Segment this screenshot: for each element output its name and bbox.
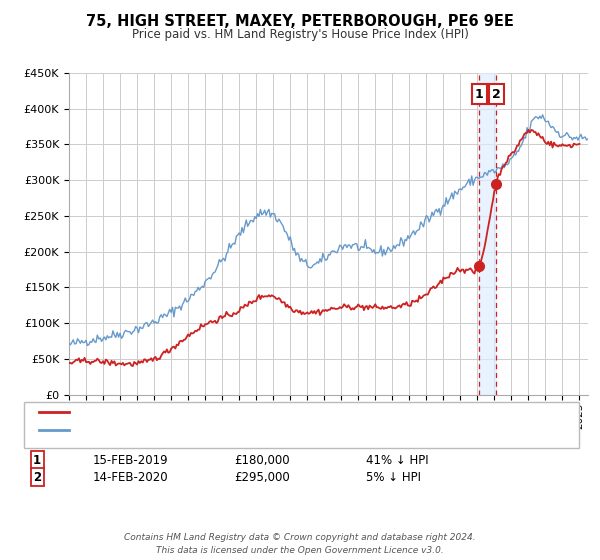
Text: 2: 2 bbox=[492, 88, 501, 101]
Text: 75, HIGH STREET, MAXEY, PETERBOROUGH, PE6 9EE: 75, HIGH STREET, MAXEY, PETERBOROUGH, PE… bbox=[86, 14, 514, 29]
Text: 1: 1 bbox=[33, 454, 41, 467]
Text: HPI: Average price, detached house, City of Peterborough: HPI: Average price, detached house, City… bbox=[73, 425, 374, 435]
Text: 2: 2 bbox=[33, 470, 41, 484]
Text: 1: 1 bbox=[475, 88, 484, 101]
Text: 75, HIGH STREET, MAXEY, PETERBOROUGH, PE6 9EE (detached house): 75, HIGH STREET, MAXEY, PETERBOROUGH, PE… bbox=[73, 407, 442, 417]
Text: Price paid vs. HM Land Registry's House Price Index (HPI): Price paid vs. HM Land Registry's House … bbox=[131, 28, 469, 41]
Text: 14-FEB-2020: 14-FEB-2020 bbox=[93, 470, 169, 484]
Text: £180,000: £180,000 bbox=[234, 454, 290, 467]
Text: £295,000: £295,000 bbox=[234, 470, 290, 484]
Text: 5% ↓ HPI: 5% ↓ HPI bbox=[366, 470, 421, 484]
Text: 41% ↓ HPI: 41% ↓ HPI bbox=[366, 454, 428, 467]
Text: 15-FEB-2019: 15-FEB-2019 bbox=[93, 454, 169, 467]
Bar bbox=[479, 73, 496, 395]
Text: Contains HM Land Registry data © Crown copyright and database right 2024.
This d: Contains HM Land Registry data © Crown c… bbox=[124, 533, 476, 554]
